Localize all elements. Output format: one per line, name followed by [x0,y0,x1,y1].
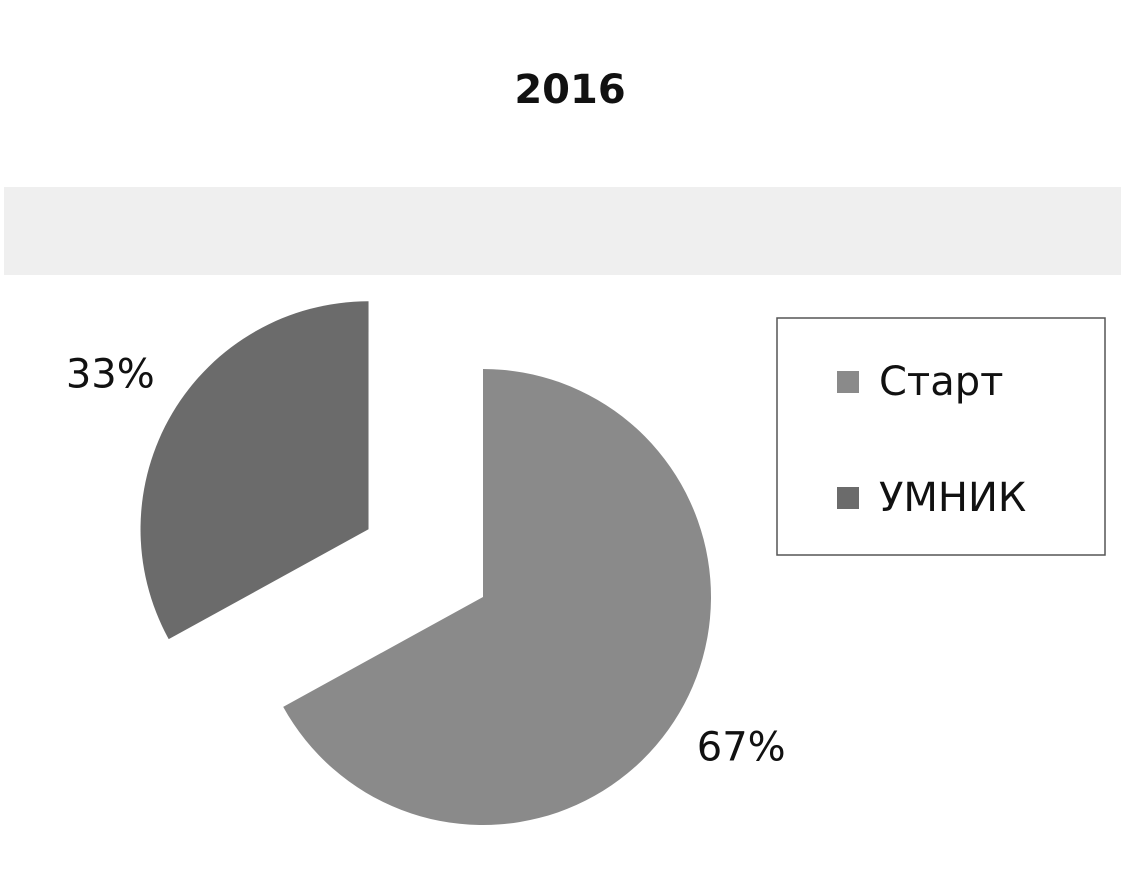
pie-slice [283,369,711,826]
legend-swatch [837,371,859,393]
chart-title: 2016 [514,67,625,113]
legend-swatch [837,487,859,509]
legend-label: Старт [879,359,1003,405]
header-band [4,187,1121,275]
pie-slice [140,301,369,640]
legend-label: УМНИК [879,475,1026,521]
data-label: 67% [697,725,786,771]
data-label: 33% [66,352,155,398]
legend-box [776,317,1106,556]
